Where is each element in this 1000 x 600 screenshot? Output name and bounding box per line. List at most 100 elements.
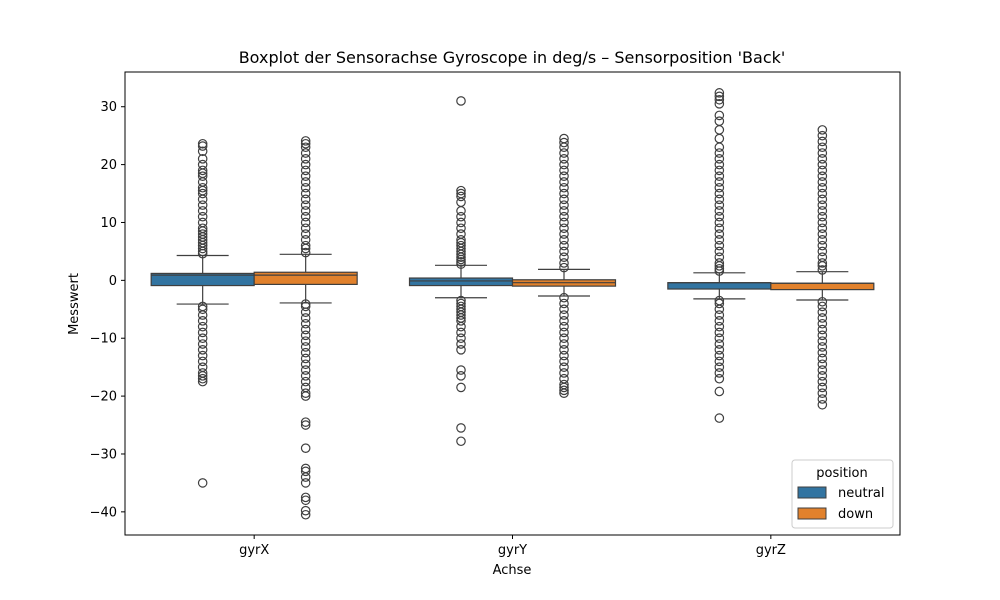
box-neutral-gyrX: [150, 138, 255, 488]
outlier-point: [817, 301, 828, 312]
outlier-point: [559, 182, 569, 193]
outlier-point: [300, 217, 311, 228]
outlier-point: [559, 339, 569, 349]
outlier-point: [817, 296, 828, 307]
outlier-point: [197, 159, 208, 170]
outlier-point: [714, 200, 725, 210]
outlier-point: [817, 365, 828, 375]
outlier-point: [559, 350, 569, 361]
outlier-point: [456, 96, 466, 106]
outlier-point: [559, 188, 569, 199]
outlier-point: [714, 148, 725, 158]
outlier-point: [300, 154, 311, 164]
outlier-point: [559, 356, 569, 367]
outlier-point: [197, 339, 208, 349]
outlier-point: [559, 177, 569, 187]
outlier-point: [559, 137, 569, 148]
outlier-point: [559, 321, 569, 332]
outlier-point: [456, 371, 466, 381]
outlier-point: [817, 211, 828, 222]
outlier-point: [456, 206, 466, 216]
outlier-point: [817, 258, 828, 268]
outlier-point: [714, 99, 725, 109]
outlier-point: [300, 365, 311, 375]
outlier-point: [559, 327, 569, 338]
outlier-point: [300, 420, 311, 430]
outlier-point: [300, 353, 311, 364]
outlier-point: [456, 327, 466, 338]
outlier-point: [714, 240, 725, 251]
outlier-point: [456, 365, 466, 375]
outlier-point: [300, 324, 311, 335]
outlier-point: [817, 330, 828, 341]
outlier-point: [456, 240, 466, 251]
outlier-point: [197, 478, 208, 488]
outlier-point: [817, 142, 828, 153]
outlier-point: [300, 188, 311, 199]
outlier-point: [817, 154, 828, 164]
outlier-point: [714, 116, 725, 126]
outlier-point: [559, 373, 569, 384]
outlier-point: [197, 206, 208, 216]
outlier-point: [714, 229, 725, 239]
y-tick-label: −10: [90, 332, 117, 347]
outlier-point: [197, 223, 208, 234]
box-down-gyrY: [511, 133, 617, 399]
y-tick-label: −40: [90, 505, 117, 520]
outlier-point: [559, 298, 569, 309]
outlier-point: [714, 154, 725, 164]
outlier-point: [714, 223, 725, 234]
outlier-point: [559, 385, 569, 396]
outlier-point: [456, 211, 466, 222]
outlier-point: [197, 188, 208, 199]
y-tick-label: −20: [90, 390, 117, 405]
y-tick-label: 10: [100, 216, 117, 231]
box-neutral-gyrY: [408, 96, 514, 447]
outlier-point: [559, 154, 569, 164]
outlier-point: [817, 235, 828, 245]
outlier-point: [817, 347, 828, 358]
outlier-point: [559, 223, 569, 234]
outlier-point: [197, 217, 208, 228]
outlier-point: [559, 171, 569, 181]
outlier-point: [300, 171, 311, 181]
outlier-point: [300, 492, 311, 503]
y-tick-label: −30: [90, 447, 117, 462]
outlier-point: [817, 336, 828, 346]
legend-label-down: down: [838, 507, 873, 522]
outlier-point: [456, 423, 466, 433]
outlier-point: [817, 188, 828, 199]
outlier-point: [714, 368, 725, 378]
outlier-point: [714, 339, 725, 349]
outlier-point: [197, 165, 208, 176]
outlier-point: [197, 171, 208, 181]
outlier-point: [714, 246, 725, 257]
outlier-point: [300, 443, 311, 453]
outlier-point: [714, 88, 725, 98]
outlier-point: [714, 350, 725, 361]
outlier-point: [817, 318, 828, 329]
outlier-point: [197, 200, 208, 210]
x-tick-label: gyrZ: [756, 543, 786, 558]
outlier-point: [197, 321, 208, 332]
outlier-point: [559, 148, 569, 158]
outlier-point: [817, 382, 828, 393]
box-body: [770, 282, 875, 291]
outlier-point: [714, 333, 725, 344]
outlier-point: [197, 182, 208, 193]
outlier-point: [559, 240, 569, 251]
outlier-point: [559, 344, 569, 355]
outlier-point: [300, 223, 311, 234]
box-neutral-gyrZ: [667, 88, 772, 423]
outlier-point: [300, 194, 311, 205]
outlier-point: [817, 194, 828, 205]
outlier-point: [300, 495, 311, 506]
outlier-point: [300, 206, 311, 216]
outlier-point: [559, 217, 569, 228]
outlier-point: [197, 154, 208, 164]
outlier-point: [456, 223, 466, 234]
outlier-point: [456, 298, 466, 309]
outlier-point: [714, 413, 725, 423]
outlier-point: [817, 359, 828, 370]
legend-swatch-down: [797, 507, 827, 520]
